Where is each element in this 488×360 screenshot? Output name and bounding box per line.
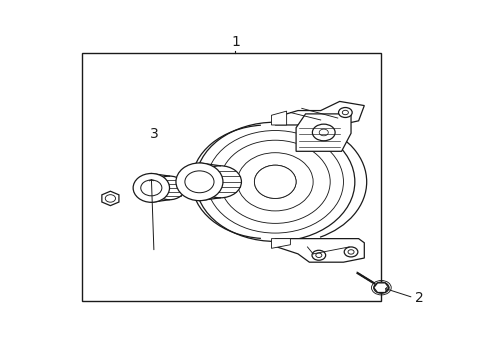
Ellipse shape — [254, 165, 295, 198]
Text: 3: 3 — [149, 127, 158, 141]
Ellipse shape — [344, 247, 357, 257]
Polygon shape — [275, 102, 364, 125]
Polygon shape — [296, 114, 350, 151]
Ellipse shape — [141, 180, 162, 196]
Ellipse shape — [176, 163, 223, 201]
Polygon shape — [373, 283, 388, 292]
Text: 2: 2 — [415, 291, 424, 305]
Polygon shape — [275, 239, 364, 262]
Ellipse shape — [105, 195, 115, 202]
Bar — [82, 53, 381, 301]
Ellipse shape — [312, 124, 334, 141]
Ellipse shape — [154, 176, 184, 200]
Polygon shape — [271, 111, 286, 125]
Polygon shape — [102, 191, 119, 206]
Ellipse shape — [184, 171, 214, 193]
Ellipse shape — [195, 122, 354, 242]
Ellipse shape — [338, 108, 351, 117]
Ellipse shape — [373, 282, 388, 293]
Ellipse shape — [133, 174, 169, 202]
Ellipse shape — [199, 166, 241, 198]
Ellipse shape — [311, 250, 325, 260]
Text: 1: 1 — [230, 35, 240, 49]
Polygon shape — [271, 239, 290, 248]
